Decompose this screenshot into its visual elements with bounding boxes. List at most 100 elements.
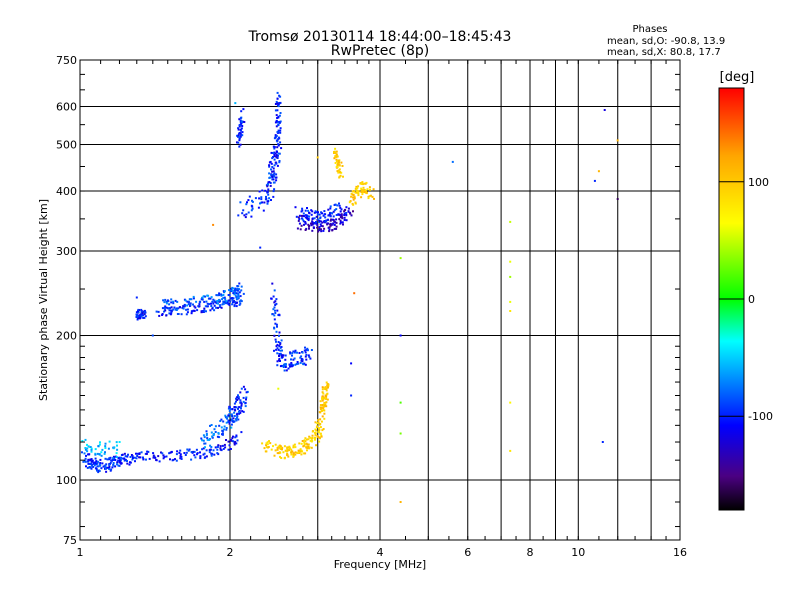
trace-point [233, 443, 236, 446]
trace-point [230, 419, 233, 422]
trace-point [283, 363, 286, 366]
trace-point [268, 165, 271, 168]
trace-point [283, 364, 286, 367]
trace-point [294, 363, 297, 366]
trace-point [269, 442, 272, 445]
trace-point [89, 466, 92, 469]
trace-point [109, 461, 112, 464]
trace-point [276, 102, 279, 104]
trace-point [246, 201, 248, 204]
trace-point [185, 313, 188, 316]
trace-point [163, 456, 166, 458]
trace-point [298, 214, 301, 217]
trace-point [88, 445, 91, 448]
trace-point [321, 397, 323, 400]
trace-point [266, 200, 269, 203]
trace-point [243, 121, 246, 123]
trace-point [315, 215, 318, 218]
trace-point [235, 418, 238, 420]
trace-point [342, 223, 344, 226]
trace-point [335, 153, 338, 156]
trace-point [319, 423, 322, 425]
trace-point [141, 311, 144, 314]
trace-point [216, 446, 219, 448]
trace-point [328, 228, 331, 231]
trace-point [328, 226, 331, 229]
trace-point [325, 387, 328, 390]
trace-point [209, 309, 212, 312]
trace-point [276, 448, 279, 451]
trace-point [317, 230, 320, 233]
trace-point [93, 464, 96, 467]
trace-point [170, 451, 173, 454]
trace-point [278, 114, 281, 117]
trace-point [318, 220, 321, 222]
trace-point [325, 219, 328, 222]
trace-point [164, 305, 167, 308]
trace-point [194, 306, 197, 309]
trace-point [332, 219, 335, 221]
trace-point [233, 442, 236, 444]
trace-point [288, 447, 291, 450]
trace-point [204, 446, 206, 449]
trace-point [275, 119, 278, 122]
trace-point [263, 447, 266, 450]
trace-point [144, 315, 147, 318]
trace-point [145, 458, 147, 461]
trace-point [163, 301, 166, 304]
trace-point [162, 454, 165, 457]
trace-point [229, 406, 231, 409]
trace-point [102, 465, 105, 468]
trace-point [290, 453, 293, 456]
trace-point [274, 121, 277, 124]
trace-point [158, 460, 161, 463]
trace-point [189, 302, 192, 305]
trace-point [277, 445, 280, 448]
trace-point [229, 300, 232, 303]
trace-point [237, 127, 240, 130]
trace-point [136, 315, 139, 318]
trace-point [239, 129, 242, 132]
trace-point [279, 445, 282, 448]
trace-point [275, 302, 278, 305]
trace-point [234, 436, 237, 439]
trace-point [318, 221, 321, 224]
trace-point [276, 117, 279, 119]
trace-point [137, 311, 140, 314]
trace-point [192, 295, 195, 298]
trace-point [268, 172, 271, 175]
trace-point [307, 215, 309, 218]
trace-point [203, 307, 206, 310]
trace-point [112, 447, 115, 450]
trace-point [192, 309, 195, 312]
trace-point [275, 323, 278, 326]
trace-point [140, 308, 143, 311]
trace-point [267, 446, 270, 448]
trace-point [157, 310, 160, 313]
trace-point [275, 176, 278, 179]
trace-point [273, 153, 276, 156]
trace-point [120, 456, 122, 459]
trace-point [282, 354, 285, 357]
trace-point [236, 287, 239, 290]
trace-point [269, 161, 272, 163]
trace-point [322, 397, 325, 400]
trace-point [165, 302, 168, 305]
x-tick-label: 2 [227, 546, 234, 559]
trace-point [199, 457, 202, 460]
trace-point [139, 316, 142, 319]
trace-point [240, 402, 243, 405]
trace-point [334, 155, 337, 158]
trace-point [299, 361, 302, 364]
trace-point [96, 469, 98, 472]
isolated-point [451, 160, 454, 163]
trace-point [238, 135, 241, 138]
isolated-point [509, 260, 512, 263]
trace-point [225, 439, 227, 441]
trace-point [231, 303, 234, 306]
trace-point [230, 413, 233, 416]
x-tick-label: 6 [464, 546, 471, 559]
trace-point [232, 297, 235, 300]
trace-point [223, 301, 226, 304]
trace-point [360, 191, 363, 193]
